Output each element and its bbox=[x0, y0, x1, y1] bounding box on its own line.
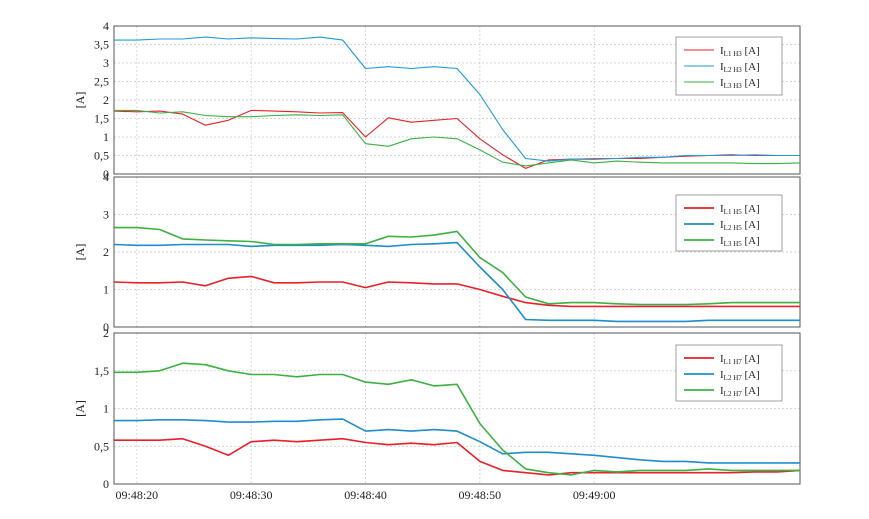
x-tick-label: 09:49:00 bbox=[573, 488, 616, 502]
legend-entry: IL3 H3 [A] bbox=[720, 77, 760, 90]
y-tick-label: 1 bbox=[103, 283, 109, 297]
legend-entry: IL1 H5 [A] bbox=[720, 203, 760, 216]
plot-frame bbox=[113, 176, 801, 328]
y-tick-label: 3 bbox=[103, 208, 109, 222]
y-tick-label: 4 bbox=[103, 170, 109, 184]
y-axis-label: [A] bbox=[73, 244, 87, 261]
legend-entry: IL1 H7 [A] bbox=[720, 353, 760, 366]
y-tick-label: 1 bbox=[103, 402, 109, 416]
x-tick-label: 09:48:30 bbox=[230, 488, 273, 502]
series-line-l3-h3 bbox=[114, 109, 801, 167]
y-tick-label: 1 bbox=[103, 130, 109, 144]
y-tick-label: 0 bbox=[103, 320, 109, 334]
plot-frame bbox=[113, 332, 801, 485]
series-line-l2-h5 bbox=[113, 241, 800, 323]
y-axis-label: [A] bbox=[73, 400, 87, 417]
legend-entry: IL2 H3 [A] bbox=[720, 61, 760, 74]
chart-panel-1: 0 0,5 1 1,5 2 2,5 3 3,5 4 [A] IL1 H3 [A] IL2 H3 [A]… bbox=[73, 19, 801, 181]
series-line-l1-h5 bbox=[113, 275, 800, 308]
x-tick-label: 09:48:50 bbox=[459, 488, 502, 502]
plot-frame bbox=[113, 25, 801, 175]
x-tick-label: 09:48:40 bbox=[344, 488, 387, 502]
legend-box bbox=[675, 194, 783, 252]
y-tick-label: 0 bbox=[103, 477, 109, 491]
y-tick-label: 4 bbox=[103, 19, 109, 33]
chart-panel-3: 0 0,5 1 1,5 2 [A] IL1 H7 [A] IL2 H7 [A] IL2 H7 [… bbox=[73, 326, 801, 502]
y-tick-label: 3 bbox=[103, 56, 109, 70]
chart-panel-2: 0 1 2 3 4 [A] IL1 H5 [A] IL2 H5 [A] IL3 H5 [A] bbox=[73, 170, 801, 334]
y-tick-label: 0,5 bbox=[94, 439, 109, 453]
series-line-l2-h7 bbox=[114, 418, 800, 464]
series-line-l2-h3 bbox=[114, 36, 800, 162]
y-tick-label: 0,5 bbox=[94, 149, 109, 163]
legend-entry: IL2 H7 [A] bbox=[720, 369, 760, 382]
legend-entry: IL2 H7 [A] bbox=[720, 385, 760, 398]
y-tick-label: 2 bbox=[103, 93, 109, 107]
y-tick-label: 1,5 bbox=[94, 364, 109, 378]
y-axis-label: [A] bbox=[73, 92, 87, 109]
series-line-l2-h7 bbox=[114, 362, 800, 476]
y-tick-label: 2 bbox=[103, 245, 109, 259]
series-line-l3-h5 bbox=[114, 226, 800, 306]
legend-entry: IL1 H3 [A] bbox=[720, 45, 760, 58]
series-line-l1-h7 bbox=[114, 437, 801, 476]
y-tick-label: 2,5 bbox=[94, 75, 109, 89]
series-line-l1-h3 bbox=[113, 109, 800, 169]
legend-entry: IL3 H5 [A] bbox=[720, 235, 760, 248]
y-tick-label: 3,5 bbox=[94, 38, 109, 52]
y-tick-label: 1,5 bbox=[94, 112, 109, 126]
legend-entry: IL2 H5 [A] bbox=[720, 219, 760, 232]
y-tick-label: 2 bbox=[103, 326, 109, 340]
legend-box bbox=[675, 344, 783, 402]
y-tick-label: 0 bbox=[103, 167, 109, 181]
x-tick-label: 09:48:20 bbox=[116, 488, 159, 502]
